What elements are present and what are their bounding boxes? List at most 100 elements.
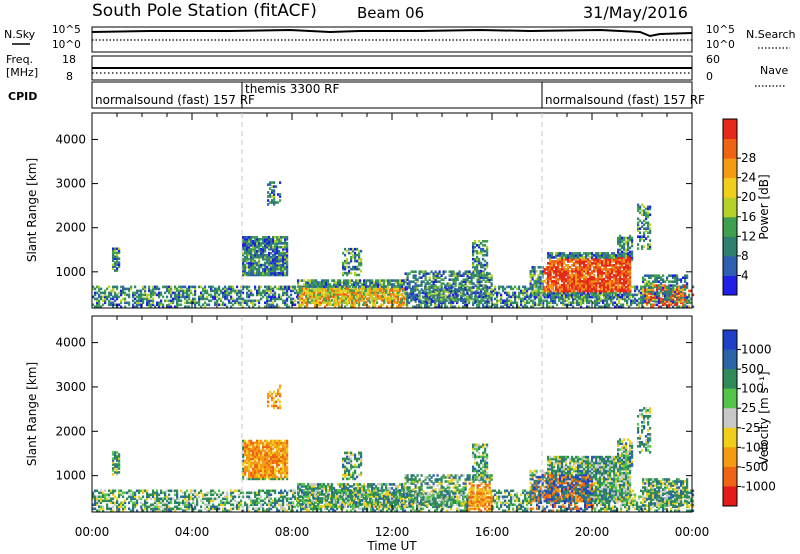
range-gate-cell — [690, 297, 693, 301]
range-gate-cell — [545, 277, 548, 281]
range-gate-cell — [381, 291, 384, 294]
range-gate-cell — [144, 285, 147, 289]
range-gate-cell — [110, 297, 113, 301]
range-gate-cell — [334, 303, 337, 307]
range-gate-cell — [102, 291, 105, 295]
range-gate-cell — [535, 279, 538, 283]
range-gate-cell — [156, 493, 159, 497]
range-gate-cell — [652, 288, 655, 291]
range-gate-cell — [282, 236, 285, 239]
range-gate-cell — [346, 265, 349, 269]
range-gate-cell — [260, 244, 263, 247]
range-gate-cell — [550, 301, 553, 305]
range-gate-cell — [597, 264, 600, 267]
range-gate-cell — [630, 299, 633, 303]
range-gate-cell — [432, 294, 435, 297]
range-gate-cell — [637, 229, 640, 232]
range-gate-cell — [480, 251, 483, 255]
range-gate-cell — [579, 285, 582, 289]
range-gate-cell — [148, 305, 151, 309]
range-gate-cell — [646, 292, 649, 295]
range-gate-cell — [420, 282, 423, 285]
range-gate-cell — [379, 281, 382, 284]
range-gate-cell — [299, 287, 302, 290]
range-gate-cell — [307, 283, 310, 286]
range-gate-cell — [498, 299, 501, 303]
range-gate-cell — [134, 285, 137, 289]
range-gate-cell — [476, 269, 479, 273]
range-gate-cell — [614, 305, 617, 309]
range-gate-cell — [603, 285, 606, 289]
range-gate-cell — [627, 254, 630, 257]
range-gate-cell — [401, 279, 404, 282]
range-gate-cell — [278, 259, 281, 263]
range-gate-cell — [605, 287, 608, 291]
range-gate-cell — [186, 289, 189, 293]
range-gate-cell — [616, 297, 619, 301]
range-gate-cell — [250, 301, 253, 305]
range-gate-cell — [603, 272, 606, 275]
range-gate-cell — [589, 289, 592, 293]
range-gate-cell — [581, 283, 584, 287]
range-gate-cell — [188, 289, 191, 293]
range-gate-cell — [537, 289, 540, 293]
range-gate-cell — [597, 285, 600, 289]
range-gate-cell — [352, 249, 355, 253]
range-gate-cell — [337, 279, 340, 282]
range-gate-cell — [565, 277, 568, 281]
range-gate-cell — [484, 253, 487, 257]
range-gate-cell — [494, 297, 497, 301]
range-gate-cell — [647, 205, 650, 209]
range-gate-cell — [640, 287, 643, 291]
range-gate-cell — [654, 300, 657, 303]
range-gate-cell — [617, 268, 620, 271]
range-gate-cell — [474, 294, 477, 297]
range-gate-cell — [490, 294, 493, 297]
range-gate-cell — [272, 305, 275, 309]
range-gate-cell — [242, 269, 245, 273]
range-gate-cell — [561, 274, 564, 277]
range-gate-cell — [518, 305, 521, 309]
range-gate-cell — [684, 294, 687, 297]
range-gate-cell — [150, 305, 153, 309]
range-gate-cell — [621, 246, 624, 250]
range-gate-cell — [335, 283, 338, 286]
range-gate-cell — [567, 272, 570, 275]
range-gate-cell — [358, 251, 361, 255]
range-gate-cell — [474, 265, 477, 269]
range-gate-cell — [498, 285, 501, 289]
range-gate-cell — [597, 289, 600, 293]
range-gate-cell — [625, 275, 628, 279]
range-gate-cell — [643, 209, 646, 213]
range-gate-cell — [112, 265, 115, 268]
noise-right-tick-high: 10^5 — [706, 24, 735, 36]
range-gate-cell — [478, 259, 481, 263]
range-gate-cell — [266, 289, 269, 293]
range-gate-cell — [276, 251, 279, 255]
range-gate-cell — [273, 181, 276, 184]
range-gate-cell — [297, 291, 300, 294]
range-gate-cell — [286, 273, 289, 277]
range-gate-cell — [535, 289, 538, 293]
range-gate-cell — [393, 285, 396, 288]
range-gate-cell — [524, 291, 527, 295]
range-gate-cell — [270, 255, 273, 259]
range-gate-cell — [470, 292, 473, 295]
range-gate-cell — [258, 287, 261, 291]
range-gate-cell — [662, 284, 665, 287]
range-gate-cell — [478, 271, 481, 275]
range-gate-cell — [524, 289, 527, 293]
range-gate-cell — [256, 269, 259, 273]
range-gate-cell — [569, 289, 572, 293]
range-gate-cell — [674, 290, 677, 293]
range-gate-cell — [605, 260, 608, 263]
range-gate-cell — [674, 284, 677, 287]
range-gate-cell — [132, 291, 135, 295]
range-gate-cell — [290, 293, 293, 297]
range-gate-cell — [172, 297, 175, 301]
range-gate-cell — [567, 264, 570, 267]
range-gate-cell — [224, 293, 227, 297]
range-gate-cell — [118, 261, 121, 264]
range-gate-cell — [575, 274, 578, 277]
range-gate-cell — [684, 285, 687, 289]
